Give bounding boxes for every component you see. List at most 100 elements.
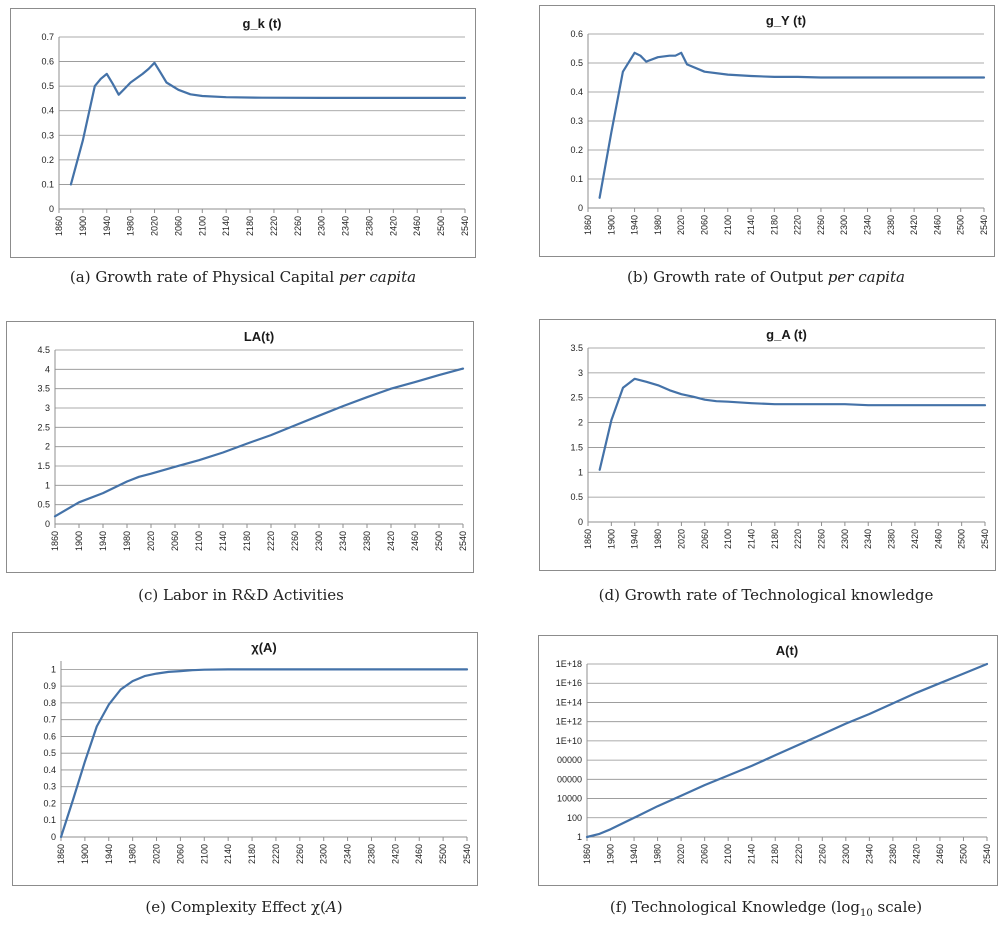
- chart-frame: g_A (t) 0 0.5 1 1.5 2 2.5 3 3.5 1860 1900 1940 1980 2…: [539, 319, 996, 571]
- x-tick-label: 2100: [723, 844, 733, 864]
- y-tick-label: 1E+10: [556, 736, 582, 746]
- x-tick-label: 2260: [293, 216, 303, 236]
- caption: (c) Labor in R&D Activities: [6, 586, 476, 604]
- y-tick-label: 0.6: [41, 57, 54, 67]
- x-tick-label: 2060: [699, 215, 709, 235]
- x-tick-label: 2060: [700, 529, 710, 549]
- x-tick-label: 2020: [676, 215, 686, 235]
- line-chart: A(t) 1 100 10000 00000 00000 1E+10 1E+12 1E+14 1E…: [556, 643, 992, 864]
- x-tick-label: 2420: [911, 844, 921, 864]
- x-tick-label: 2300: [314, 531, 324, 551]
- x-tick-label: 2420: [390, 844, 400, 864]
- y-tick-label: 1: [51, 664, 56, 674]
- x-tick-label: 2260: [817, 844, 827, 864]
- x-tick-label: 2220: [793, 529, 803, 549]
- y-tick-label: 2.5: [37, 422, 50, 432]
- chart-frame: LA(t) 0 0.5 1 1.5 2 2.5 3 3.5 4 4.5 1860 1900 1940 198…: [6, 321, 474, 573]
- caption: (b) Growth rate of Output per capita: [531, 268, 1001, 286]
- x-tick-label: 2020: [152, 844, 162, 864]
- x-tick-label: 2140: [223, 844, 233, 864]
- caption-text: (f) Technological Knowledge (log: [609, 898, 861, 916]
- series-line: [59, 668, 469, 839]
- panel-d: g_A (t) 0 0.5 1 1.5 2 2.5 3 3.5 1860 1900 1940 1980 2…: [531, 319, 1001, 617]
- x-tick-label: 1900: [606, 844, 616, 864]
- y-tick-label: 0: [51, 832, 56, 842]
- line-chart: LA(t) 0 0.5 1 1.5 2 2.5 3 3.5 4 4.5 1860 1900 1940 198…: [37, 329, 468, 551]
- y-tick-label: 1.5: [570, 442, 583, 452]
- caption-italic: A: [325, 898, 337, 916]
- x-tick-label: 2100: [199, 844, 209, 864]
- chart-title: χ(A): [251, 640, 277, 655]
- y-tick-label: 0.5: [37, 500, 50, 510]
- x-tick-label: 2140: [746, 215, 756, 235]
- x-tick-label: 1940: [98, 531, 108, 551]
- x-tick-label: 1980: [122, 531, 132, 551]
- x-tick-label: 2340: [863, 215, 873, 235]
- caption: (a) Growth rate of Physical Capital per …: [10, 268, 476, 286]
- caption: (f) Technological Knowledge (log10 scale…: [531, 898, 1001, 919]
- y-tick-label: 0.2: [570, 145, 583, 155]
- x-tick-label: 2420: [386, 531, 396, 551]
- x-tick-label: 2460: [414, 844, 424, 864]
- x-tick-label: 2380: [888, 844, 898, 864]
- y-tick-label: 0.1: [43, 815, 56, 825]
- x-tick-label: 1980: [653, 215, 663, 235]
- y-tick-label: 0.9: [43, 681, 56, 691]
- caption-italic: per capita: [338, 268, 417, 286]
- x-tick-label: 2100: [194, 531, 204, 551]
- x-tick-label: 2260: [817, 529, 827, 549]
- y-tick-label: 0.7: [41, 32, 54, 42]
- panel-f: A(t) 1 100 10000 00000 00000 1E+10 1E+12 1E+14 1E…: [531, 635, 1001, 928]
- x-tick-label: 1940: [102, 216, 112, 236]
- x-tick-label: 2340: [864, 844, 874, 864]
- caption-text: (b) Growth rate of Output: [627, 268, 828, 286]
- y-tick-label: 10000: [557, 794, 582, 804]
- x-tick-label: 2180: [242, 531, 252, 551]
- y-tick-label: 00000: [557, 755, 582, 765]
- x-tick-label: 2020: [150, 216, 160, 236]
- y-tick-label: 3.5: [37, 384, 50, 394]
- x-tick-label: 2540: [982, 844, 992, 864]
- y-tick-label: 0: [578, 517, 583, 527]
- y-tick-label: 3: [578, 368, 583, 378]
- x-tick-label: 1980: [653, 844, 663, 864]
- y-tick-label: 0.2: [43, 798, 56, 808]
- x-tick-label: 2460: [932, 215, 942, 235]
- x-tick-label: 1980: [128, 844, 138, 864]
- x-tick-label: 2180: [770, 529, 780, 549]
- x-tick-label: 1980: [126, 216, 136, 236]
- chart-frame: χ(A) 0 0.1 0.2 0.3 0.4 0.5 0.6 0.7 0.8 0.9 1 1860 190…: [12, 632, 478, 886]
- x-tick-label: 2500: [957, 529, 967, 549]
- x-tick-label: 2420: [388, 216, 398, 236]
- x-tick-label: 1940: [104, 844, 114, 864]
- y-tick-label: 0.5: [41, 81, 54, 91]
- chart-title: g_A (t): [766, 327, 807, 342]
- series-line: [598, 51, 986, 199]
- series-line: [598, 377, 987, 471]
- x-tick-label: 2300: [840, 529, 850, 549]
- y-tick-label: 0.4: [43, 765, 56, 775]
- caption-italic: per capita: [827, 268, 905, 286]
- x-tick-label: 1860: [56, 844, 66, 864]
- x-tick-label: 2220: [794, 844, 804, 864]
- x-tick-label: 2060: [173, 216, 183, 236]
- x-tick-label: 1940: [629, 844, 639, 864]
- y-tick-label: 3: [45, 403, 50, 413]
- x-tick-label: 2220: [271, 844, 281, 864]
- y-tick-label: 0: [578, 203, 583, 213]
- x-tick-label: 2180: [769, 215, 779, 235]
- y-tick-label: 0: [45, 519, 50, 529]
- y-tick-label: 1.5: [37, 461, 50, 471]
- caption-text: (e) Complexity Effect χ(: [145, 898, 326, 916]
- y-tick-label: 0.1: [41, 179, 54, 189]
- y-tick-label: 3.5: [570, 343, 583, 353]
- x-tick-label: 1860: [583, 529, 593, 549]
- x-tick-label: 2300: [839, 215, 849, 235]
- x-tick-label: 2140: [747, 844, 757, 864]
- x-tick-label: 1900: [606, 215, 616, 235]
- panel-b: g_Y (t) 0 0.1 0.2 0.3 0.4 0.5 0.6 1860 1900 1940 19…: [531, 5, 1001, 300]
- y-tick-label: 0: [49, 204, 54, 214]
- x-tick-label: 2300: [841, 844, 851, 864]
- x-tick-label: 2220: [266, 531, 276, 551]
- x-tick-label: 2100: [197, 216, 207, 236]
